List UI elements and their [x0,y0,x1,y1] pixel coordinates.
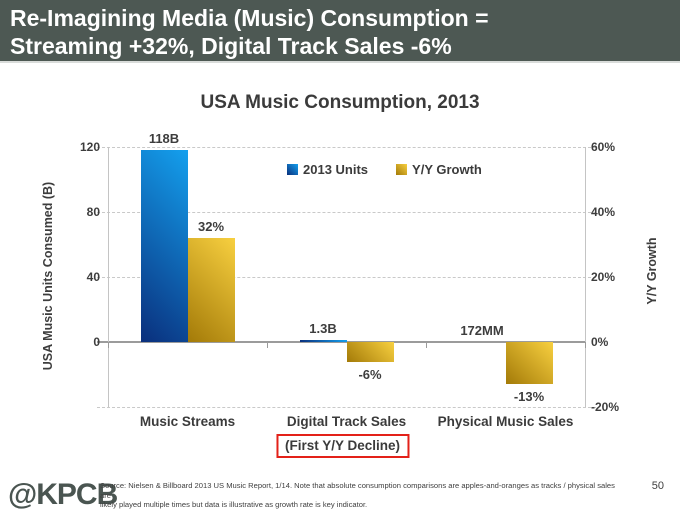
bar-value-label: -6% [358,366,382,382]
category-label: Physical Music Sales [437,414,574,429]
chart-legend: 2013 Units Y/Y Growth [287,162,482,177]
chart-area: 60% 40% 20% 0% -20% 120 80 40 0 USA Music Units C… [41,131,659,458]
x-axis-tick [585,342,586,348]
x-axis-tick [108,342,109,348]
source-note-line1: Source: Nielsen & Billboard 2013 US Musi… [100,481,615,500]
source-note: Source: Nielsen & Billboard 2013 US Musi… [100,481,628,510]
gridline [97,147,596,148]
category-label: Music Streams [139,414,236,429]
right-axis-tick-label: 0% [591,335,609,349]
right-axis-tick-label: 60% [591,140,616,154]
right-axis-tick-label: 20% [591,270,616,284]
bar-value-label: 172MM [460,322,504,338]
zero-gridline [97,341,585,343]
kpcb-logo: @KPCB [8,478,118,511]
gridline [97,407,596,408]
left-axis-tick-label: 120 [79,140,100,154]
bar-value-label: 32% [197,219,225,234]
bar-2013-units [299,339,347,342]
page-number: 50 [651,480,664,492]
left-axis-tick-label: 40 [86,270,100,284]
bar-value-label: 1.3B [309,320,337,336]
right-axis-title: Y/Y Growth [645,237,659,305]
slide-footer: @KPCB Source: Nielsen & Billboard 2013 U… [0,470,680,516]
legend-swatch-icon [396,164,408,175]
right-axis-tick-label: 40% [591,205,616,219]
gridline [97,277,596,278]
left-axis-tick-label: 80 [86,205,100,219]
category-label: Digital Track Sales [286,414,407,429]
bar-value-label: 118B [148,131,180,147]
bar-y-y-growth [187,238,235,342]
slide-header: Re-Imagining Media (Music) Consumption =… [0,0,680,63]
bar-2013-units [140,150,188,342]
source-note-line2: likely played multiple times but data is… [100,500,368,509]
left-axis-tick-label: 0 [93,335,100,349]
right-axis-tick-label: -20% [591,400,620,414]
x-axis-tick [267,342,268,348]
legend-swatch-icon [287,164,298,175]
slide-title-line2: Streaming +32%, Digital Track Sales -6% [10,33,452,59]
right-axis-line [585,147,586,407]
bar-y-y-growth [346,342,394,362]
gridline [97,212,596,213]
left-axis-line [108,147,109,407]
legend-label: 2013 Units [303,162,369,177]
bar-value-label: -13% [513,389,545,405]
legend-label: Y/Y Growth [412,162,482,177]
bar-y-y-growth [505,342,553,385]
annotation-first-yy-decline: (First Y/Y Decline) [275,434,410,458]
x-axis-tick [426,342,427,348]
left-axis-title: USA Music Units Consumed (B) [41,181,55,371]
chart-title: USA Music Consumption, 2013 [200,92,480,113]
slide-title-line1: Re-Imagining Media (Music) Consumption = [10,5,489,31]
legend-item: 2013 Units [287,162,368,177]
legend-item: Y/Y Growth [396,162,482,177]
